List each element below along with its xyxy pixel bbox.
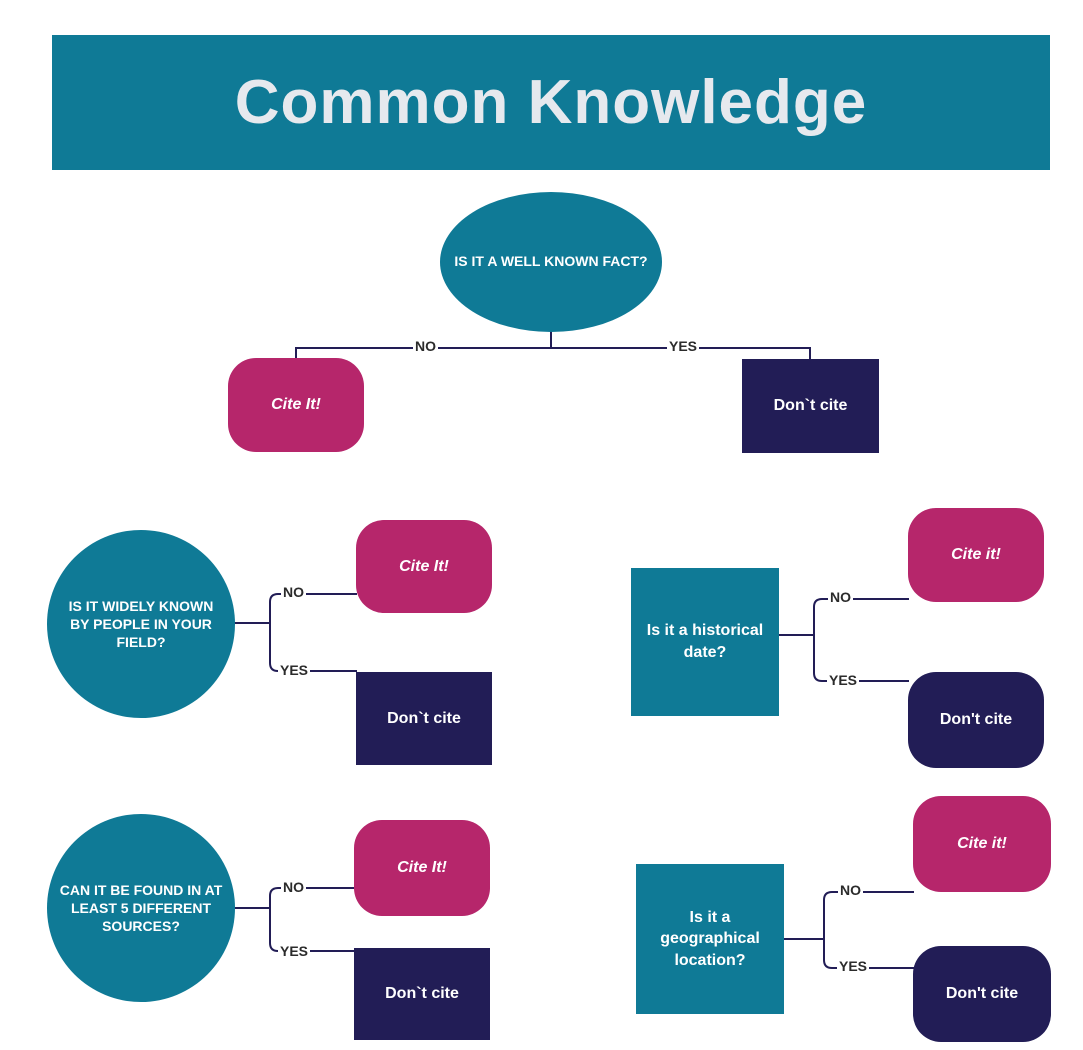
node-a1no: Cite It! xyxy=(228,358,364,452)
node-a2yes: Don`t cite xyxy=(356,672,492,765)
edge-label-q2-yes: YES xyxy=(278,662,310,678)
node-a3yes: Don`t cite xyxy=(354,948,490,1040)
node-a5no: Cite it! xyxy=(913,796,1051,892)
edge-label-q5-no: NO xyxy=(838,882,863,898)
node-a4no: Cite it! xyxy=(908,508,1044,602)
node-q2-text: IS IT WIDELY KNOWN BY PEOPLE IN YOUR FIE… xyxy=(59,597,223,652)
node-a5yes-text: Don't cite xyxy=(946,985,1018,1003)
node-a3no: Cite It! xyxy=(354,820,490,916)
node-a1no-text: Cite It! xyxy=(271,396,321,414)
edge-label-q3-no: NO xyxy=(281,879,306,895)
node-q2: IS IT WIDELY KNOWN BY PEOPLE IN YOUR FIE… xyxy=(47,530,235,718)
node-q1-text: IS IT A WELL KNOWN FACT? xyxy=(454,253,647,271)
node-a4yes: Don't cite xyxy=(908,672,1044,768)
node-a2no: Cite It! xyxy=(356,520,492,613)
edge-label-q4-no: NO xyxy=(828,589,853,605)
edge-label-q4-yes: YES xyxy=(827,672,859,688)
node-q4: Is it a historical date? xyxy=(631,568,779,716)
node-a2no-text: Cite It! xyxy=(399,558,449,576)
node-a3yes-text: Don`t cite xyxy=(385,985,459,1003)
flowchart-canvas: Common Knowledge IS IT A WELL KNOWN FACT… xyxy=(0,0,1083,1050)
node-a4no-text: Cite it! xyxy=(951,546,1001,564)
node-a1yes-text: Don`t cite xyxy=(774,397,848,415)
node-a5yes: Don't cite xyxy=(913,946,1051,1042)
edge-label-q1-no: NO xyxy=(413,338,438,354)
edge-label-q3-yes: YES xyxy=(278,943,310,959)
node-q4-text: Is it a historical date? xyxy=(641,620,769,663)
node-a5no-text: Cite it! xyxy=(957,835,1007,853)
node-q5-text: Is it a geographical location? xyxy=(646,907,774,972)
title-banner: Common Knowledge xyxy=(52,35,1050,170)
node-a2yes-text: Don`t cite xyxy=(387,710,461,728)
node-q3-text: CAN IT BE FOUND IN AT LEAST 5 DIFFERENT … xyxy=(59,881,223,936)
node-q5: Is it a geographical location? xyxy=(636,864,784,1014)
node-q1: IS IT A WELL KNOWN FACT? xyxy=(440,192,662,332)
edge-label-q1-yes: YES xyxy=(667,338,699,354)
edge-label-q5-yes: YES xyxy=(837,958,869,974)
edge-label-q2-no: NO xyxy=(281,584,306,600)
node-a3no-text: Cite It! xyxy=(397,859,447,877)
node-a4yes-text: Don't cite xyxy=(940,711,1012,729)
node-a1yes: Don`t cite xyxy=(742,359,879,453)
node-q3: CAN IT BE FOUND IN AT LEAST 5 DIFFERENT … xyxy=(47,814,235,1002)
